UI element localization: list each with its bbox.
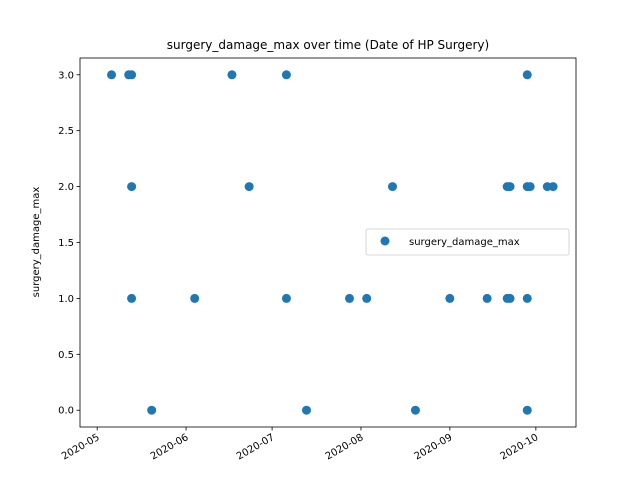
x-axis: 2020-05 2020-06 2020-07 2020-08 2020-09 2020-… [60, 427, 540, 462]
legend: surgery_damage_max [365, 228, 570, 256]
legend-box [365, 228, 570, 256]
y-axis: 0.0 0.5 1.0 1.5 2.0 2.5 3.0 [58, 70, 80, 417]
data-point [127, 293, 137, 303]
data-point [147, 405, 157, 415]
y-tick-label: 1.5 [58, 238, 74, 249]
data-point [505, 182, 515, 192]
data-point [281, 70, 291, 80]
data-point [522, 405, 532, 415]
data-point [227, 70, 237, 80]
x-tick-label: 2020-06 [149, 432, 191, 462]
legend-marker [380, 236, 390, 246]
x-tick-label: 2020-05 [60, 432, 102, 462]
data-point [190, 293, 200, 303]
data-point [244, 182, 254, 192]
data-point [445, 293, 455, 303]
data-point [522, 70, 532, 80]
data-point [127, 70, 137, 80]
data-point [505, 293, 515, 303]
data-points [107, 70, 558, 415]
y-tick-label: 3.0 [58, 70, 74, 81]
x-tick-label: 2020-09 [413, 432, 455, 462]
data-point [301, 405, 311, 415]
y-tick-label: 2.5 [58, 126, 74, 137]
data-point [388, 182, 398, 192]
data-point [281, 293, 291, 303]
y-tick-label: 0.5 [58, 350, 74, 361]
data-point [410, 405, 420, 415]
y-tick-label: 1.0 [58, 294, 74, 305]
data-point [107, 70, 117, 80]
x-tick-label: 2020-07 [235, 432, 277, 462]
data-point [127, 182, 137, 192]
data-point [522, 293, 532, 303]
y-tick-label: 2.0 [58, 182, 74, 193]
chart-title: surgery_damage_max over time (Date of HP… [167, 38, 489, 52]
data-point [482, 293, 492, 303]
data-point [548, 182, 558, 192]
data-point [362, 293, 372, 303]
legend-entry: surgery_damage_max [409, 237, 520, 248]
x-tick-label: 2020-10 [499, 432, 541, 462]
y-axis-label: surgery_damage_max [31, 187, 42, 298]
x-tick-label: 2020-08 [324, 432, 366, 462]
data-point [345, 293, 355, 303]
data-point [525, 182, 535, 192]
y-tick-label: 0.0 [58, 406, 74, 417]
